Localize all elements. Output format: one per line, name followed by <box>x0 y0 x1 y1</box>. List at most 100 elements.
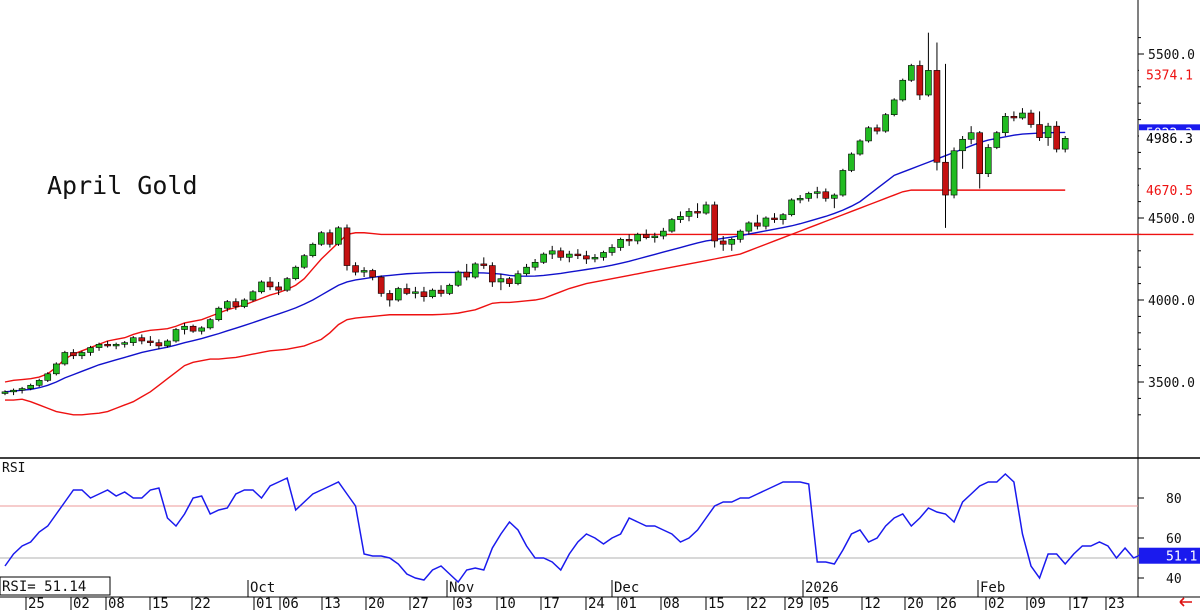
candle-body <box>557 250 565 258</box>
candle-body <box>283 278 291 291</box>
candle-body <box>138 337 146 342</box>
candle-body <box>950 150 958 196</box>
candle-body <box>241 299 248 307</box>
x-axis-label: 22 <box>194 596 211 610</box>
x-axis-label: 01 <box>256 596 273 610</box>
candle-body <box>369 270 376 278</box>
candle-body <box>984 147 992 175</box>
x-axis-label: 20 <box>368 596 385 610</box>
candle-body <box>848 153 855 171</box>
candle-body <box>403 288 411 294</box>
x-axis-label: 15 <box>708 596 725 610</box>
x-axis-label: 02 <box>988 596 1005 610</box>
candle-body <box>232 301 240 307</box>
candle-body <box>942 161 949 196</box>
candle-body <box>1036 124 1043 138</box>
x-axis-label: 24 <box>588 596 605 610</box>
candle-body <box>343 227 351 266</box>
candle-body <box>129 337 137 343</box>
candle-body <box>318 232 325 245</box>
candle-body <box>206 319 214 329</box>
candle-body <box>813 191 821 194</box>
x-axis-label: 09 <box>1029 596 1046 610</box>
month-label: Nov <box>449 580 474 596</box>
candle-body <box>335 227 342 245</box>
x-axis-label: 03 <box>456 596 473 610</box>
x-axis-label: 17 <box>543 596 560 610</box>
candle-body <box>839 170 847 196</box>
candle-body <box>275 286 282 291</box>
candle-body <box>822 191 830 199</box>
candle-body <box>771 217 778 220</box>
candle-body <box>831 194 838 199</box>
candle-body <box>1027 112 1035 125</box>
candle-body <box>651 235 659 238</box>
x-axis-label: 08 <box>663 596 680 610</box>
candle-body <box>711 204 718 242</box>
candle-body <box>386 293 394 301</box>
candle-body <box>309 243 317 257</box>
candle-body <box>420 291 428 298</box>
candle-body <box>292 266 300 279</box>
x-axis-label: 05 <box>813 596 830 610</box>
candle-body <box>608 247 616 253</box>
candle-body <box>796 198 804 201</box>
candle-body <box>35 380 43 386</box>
candle-body <box>993 132 1001 148</box>
candle-body <box>360 270 368 273</box>
x-axis-label: 06 <box>282 596 299 610</box>
candle-body <box>446 284 453 294</box>
candle-body <box>976 132 984 175</box>
candle-body <box>634 234 642 242</box>
candle-body <box>745 222 753 232</box>
rsi-axis-label: 80 <box>1166 492 1182 507</box>
close-tag-bg <box>1139 130 1200 147</box>
series-line-moving-average <box>4 131 1066 393</box>
candle-body <box>762 217 770 227</box>
candle-body <box>326 232 334 245</box>
candle-body <box>899 79 907 101</box>
candle-body <box>497 278 505 283</box>
candle-body <box>52 363 60 375</box>
candle-body <box>506 278 513 284</box>
x-axis-label: 20 <box>907 596 924 610</box>
candle-body <box>514 273 522 284</box>
month-label: Oct <box>250 580 275 596</box>
candle-body <box>437 289 445 294</box>
candle-body <box>121 342 128 345</box>
candle-body <box>574 253 582 257</box>
rsi-label: RSI <box>2 461 25 476</box>
candle-body <box>480 263 488 266</box>
rsi-readout-box <box>0 576 111 596</box>
candle-body <box>147 340 154 343</box>
candle-body <box>352 265 359 273</box>
x-axis-label: 25 <box>28 596 45 610</box>
candle-body <box>112 343 120 347</box>
candle-body <box>967 132 975 140</box>
candle-body <box>266 281 274 288</box>
candle-body <box>617 239 624 248</box>
y-axis-label: 5500.0 <box>1148 48 1195 63</box>
candle-body <box>181 325 188 330</box>
candle-body <box>300 255 308 268</box>
candle-body <box>916 65 924 96</box>
candle-body <box>95 343 103 348</box>
rsi-axis-label: 40 <box>1166 572 1182 587</box>
candle-body <box>702 204 710 214</box>
upper-band-tag-bg <box>1139 66 1200 83</box>
candle-body <box>625 239 633 242</box>
candle-body <box>429 289 436 298</box>
candle-body <box>249 291 257 301</box>
x-axis-label: 12 <box>864 596 881 610</box>
candle-body <box>779 214 787 220</box>
lower-band-tag-bg <box>1139 182 1200 199</box>
y-axis-label: 4000.0 <box>1148 294 1195 309</box>
candle-body <box>540 253 547 263</box>
candle-body <box>78 352 86 357</box>
candle-body <box>933 70 941 163</box>
series-line-upper-band <box>4 232 1194 383</box>
candle-body <box>642 234 650 238</box>
candle-body <box>198 327 205 332</box>
